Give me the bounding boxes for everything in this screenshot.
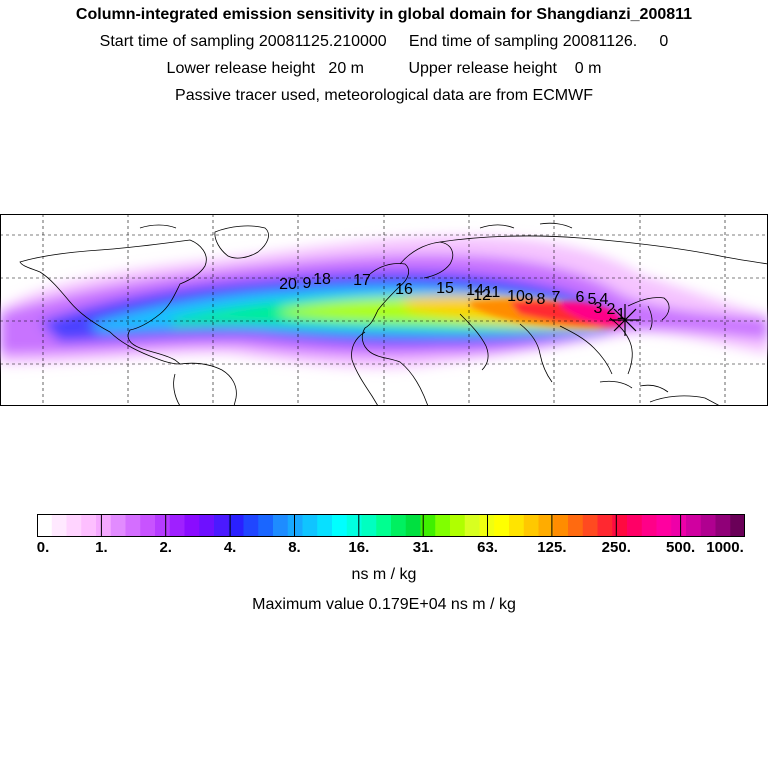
track-label: 9 [303, 275, 312, 292]
colorbar-cell [66, 514, 82, 537]
colorbar-tick-label: 2. [159, 539, 172, 556]
maximum-value-text: Maximum value 0.179E+04 ns m / kg [252, 596, 516, 613]
colorbar-cell [435, 514, 451, 537]
coastlines [19, 222, 768, 406]
colorbar-cell [37, 514, 53, 537]
track-label: 1 [617, 306, 626, 323]
colorbar-cell [597, 514, 613, 537]
track-label: 18 [313, 271, 331, 288]
colorbar-unit: ns m / kg [351, 566, 417, 583]
colorbar-tick-label: 16. [348, 539, 370, 556]
track-label: 5 [588, 291, 597, 308]
colorbar-cell [214, 514, 230, 537]
colorbar-cell [641, 514, 658, 537]
colorbar-cell [715, 514, 731, 537]
colorbar-tick-label: 4. [223, 539, 237, 556]
colorbar-cell [509, 514, 525, 537]
colorbar-cell [184, 514, 200, 537]
colorbar-cell [243, 514, 259, 537]
sampling-time-line: Start time of sampling 20081125.210000 E… [99, 33, 669, 50]
colorbar-cell [169, 514, 186, 537]
star-icon [609, 304, 641, 336]
colorbar-cell [464, 514, 481, 537]
track-label: 16 [395, 281, 413, 298]
track-label: 15 [436, 280, 454, 297]
colorbar [37, 514, 745, 537]
colorbar-cell [228, 514, 245, 537]
colorbar-tick-label: 1000. [706, 539, 744, 556]
colorbar-tick-label: 31. [412, 539, 434, 556]
colorbar-cell [523, 514, 540, 537]
colorbar-cell [376, 514, 392, 537]
colorbar-cell [125, 514, 141, 537]
track-label: 4 [600, 291, 609, 308]
colorbar-cell [96, 514, 112, 537]
colorbar-cell [405, 514, 422, 537]
colorbar-tick-label: 125. [537, 539, 567, 556]
colorbar-tick-label: 1. [95, 539, 108, 556]
colorbar-cell [538, 514, 554, 537]
colorbar-cell [51, 514, 68, 537]
colorbar-cell [568, 514, 584, 537]
colorbar-cell [302, 514, 318, 537]
colorbar-cell [110, 514, 127, 537]
colorbar-cell [420, 514, 436, 537]
track-label: 17 [353, 272, 371, 289]
colorbar-tick-label: 250. [601, 539, 631, 556]
colorbar-cell [258, 514, 274, 537]
track-label: 8 [537, 291, 546, 308]
colorbar-cell [346, 514, 363, 537]
colorbar-tick-label: 63. [477, 539, 498, 556]
release-height-line: Lower release height 20 m Upper release … [166, 60, 602, 77]
track-label: 9 [525, 291, 534, 308]
colorbar-tick-label: 8. [288, 539, 301, 556]
colorbar-cell [317, 514, 333, 537]
colorbar-cell [700, 514, 717, 537]
track-label: 3 [594, 300, 603, 317]
track-label: 10 [507, 288, 525, 305]
colorbar-cell [199, 514, 215, 537]
track-label: 2 [607, 301, 616, 318]
colorbar-cell [81, 514, 97, 537]
track-label: 12 [473, 287, 491, 304]
colorbar-cell [627, 514, 643, 537]
track-label: 7 [552, 289, 561, 306]
colorbar-cell [361, 514, 377, 537]
colorbar-cell [494, 514, 510, 537]
colorbar-tick-label: 500. [666, 539, 696, 556]
tracer-info-line: Passive tracer used, meteorological data… [175, 87, 593, 104]
track-label: 11 [484, 284, 501, 301]
colorbar-cell [391, 514, 407, 537]
colorbar-cell [140, 514, 156, 537]
colorbar-cell [582, 514, 599, 537]
colorbar-cell [332, 514, 348, 537]
lat-lon-grid [0, 214, 768, 406]
colorbar-cell [450, 514, 466, 537]
track-label: 14 [466, 282, 484, 299]
track-label: 6 [576, 289, 585, 306]
colorbar-cell [730, 514, 745, 537]
colorbar-cell [155, 514, 171, 537]
colorbar-cell [612, 514, 628, 537]
colorbar-cell [273, 514, 289, 537]
colorbar-tick-label: 0. [36, 539, 50, 556]
track-label: 20 [279, 276, 297, 293]
colorbar-cell [287, 514, 304, 537]
colorbar-cell [686, 514, 702, 537]
colorbar-cell [671, 514, 687, 537]
colorbar-cell [656, 514, 672, 537]
plot-title: Column-integrated emission sensitivity i… [75, 6, 693, 23]
colorbar-cell [553, 514, 569, 537]
